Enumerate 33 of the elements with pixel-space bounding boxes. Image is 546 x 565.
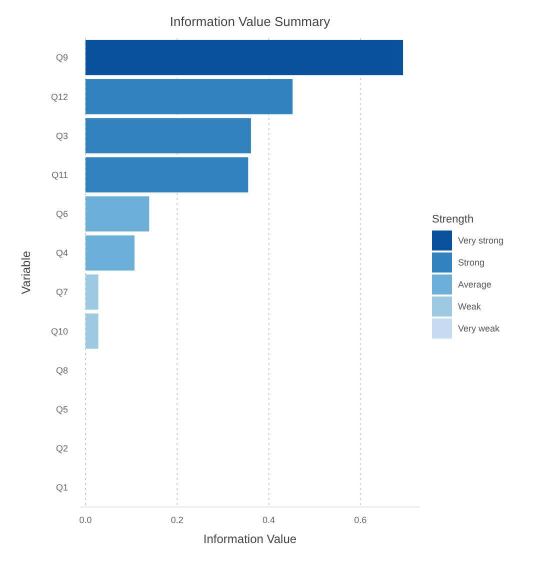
bar [86, 235, 135, 271]
bar [86, 79, 293, 114]
y-tick-label: Q3 [56, 130, 68, 141]
x-tick-label: 0.6 [354, 515, 367, 525]
y-tick-label: Q11 [52, 170, 68, 180]
legend-label: Strong [458, 258, 485, 268]
bar [86, 157, 248, 192]
legend-label: Very strong [458, 236, 504, 246]
y-tick-label: Q4 [56, 248, 68, 258]
bar [86, 40, 404, 76]
y-tick-label: Q7 [56, 287, 68, 298]
x-tick-label: 0.0 [79, 515, 92, 525]
x-tick-label: 0.4 [262, 515, 276, 525]
x-axis-title: Information Value [203, 532, 297, 546]
y-tick-label: Q10 [50, 326, 68, 336]
legend-label: Weak [458, 302, 482, 312]
y-tick-label: Q1 [56, 482, 68, 493]
y-tick-label: Q8 [56, 365, 68, 376]
y-tick-label: Q5 [56, 404, 68, 414]
y-tick-label: Q6 [56, 209, 68, 220]
y-tick-label: Q12 [50, 92, 68, 102]
legend-title: Strength [432, 214, 474, 226]
bar [86, 196, 150, 232]
y-tick-label: Q9 [56, 52, 68, 63]
chart-title: Information Value Summary [170, 14, 331, 29]
legend-label: Very weak [458, 324, 500, 334]
bar [86, 118, 251, 154]
x-tick-label: 0.2 [170, 515, 184, 525]
y-tick-label: Q2 [56, 444, 68, 454]
bar [86, 314, 98, 349]
bar [86, 274, 98, 310]
y-axis-title: Variable [19, 250, 33, 294]
legend-label: Average [458, 280, 492, 290]
